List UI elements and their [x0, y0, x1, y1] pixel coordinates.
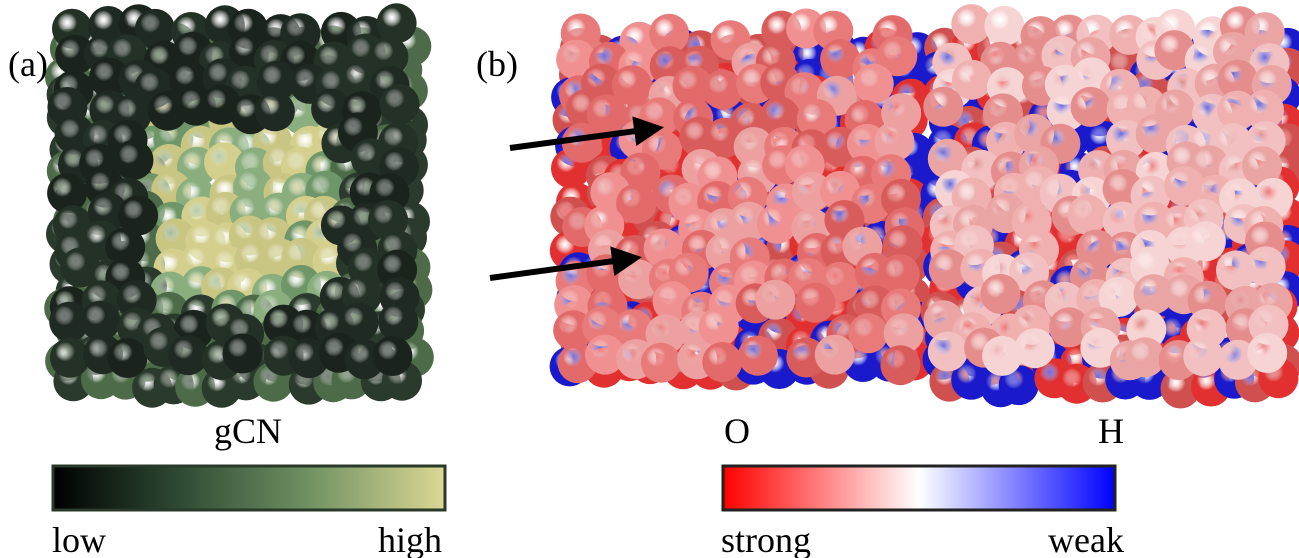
atom-renderings [44, 3, 1299, 408]
colorbar-min-label: low [52, 520, 106, 558]
atom [377, 3, 417, 43]
colorbar-title: gCN [214, 411, 282, 451]
atom [1186, 221, 1226, 261]
atom [1071, 87, 1111, 127]
atom [923, 87, 963, 127]
atom [223, 334, 263, 374]
colorbar-max-label: weak [1048, 520, 1124, 558]
atom [738, 336, 778, 376]
sub-label: H [1098, 411, 1124, 451]
panel-label: (b) [476, 44, 518, 84]
atom [980, 274, 1020, 314]
atom [928, 332, 968, 372]
atom [372, 336, 412, 376]
atom [255, 91, 295, 131]
atom [1247, 333, 1287, 373]
atom [854, 64, 894, 104]
figure: (a) (b) gCN low high O H strong weak [0, 0, 1299, 558]
atom [168, 335, 208, 375]
atom [378, 302, 418, 342]
atom [757, 204, 797, 244]
panel-label: (a) [8, 44, 48, 84]
atom [380, 84, 420, 124]
atom [984, 6, 1024, 46]
sub-label: O [724, 411, 750, 451]
colorbar-max-label: high [378, 520, 442, 558]
atom [848, 313, 888, 353]
atom [1246, 246, 1286, 286]
colorbar [723, 466, 1115, 510]
atom [1068, 195, 1108, 235]
atom [641, 343, 681, 383]
atom [815, 335, 855, 375]
atom [880, 345, 920, 385]
atom [702, 342, 742, 382]
atom [1183, 336, 1223, 376]
atom [795, 283, 835, 323]
atom [755, 280, 795, 320]
colorbar [53, 466, 445, 510]
atom [1015, 328, 1055, 368]
atom [108, 338, 148, 378]
colorbar-min-label: strong [721, 520, 811, 558]
